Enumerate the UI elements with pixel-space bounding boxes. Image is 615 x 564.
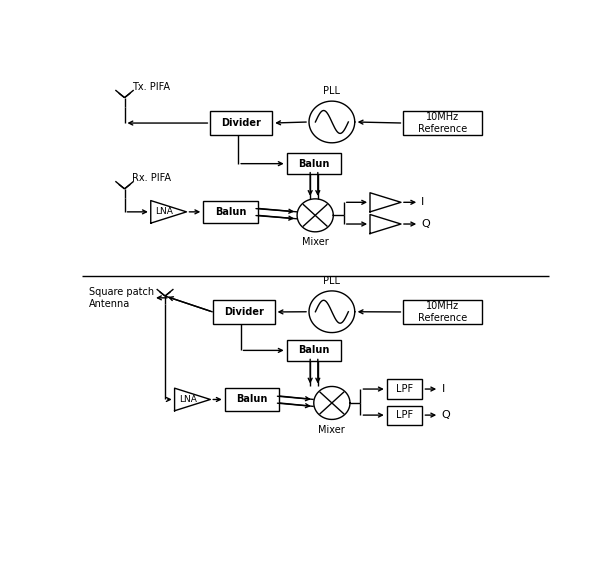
Text: LPF: LPF <box>396 410 413 420</box>
Text: Square patch
Antenna: Square patch Antenna <box>89 287 154 309</box>
Text: Tx. PIFA: Tx. PIFA <box>132 82 170 91</box>
Text: 10MHz
Reference: 10MHz Reference <box>418 301 467 323</box>
Bar <box>387 406 423 425</box>
Text: Q: Q <box>421 219 430 229</box>
Bar <box>403 111 482 135</box>
Bar <box>224 388 279 411</box>
Bar <box>387 380 423 399</box>
Text: Divider: Divider <box>221 118 261 128</box>
Bar <box>210 111 272 135</box>
Bar <box>203 201 258 223</box>
Bar <box>403 300 482 324</box>
Text: Balun: Balun <box>236 394 268 404</box>
Text: Mixer: Mixer <box>319 425 345 435</box>
Text: LNA: LNA <box>179 395 197 404</box>
Text: LNA: LNA <box>156 208 173 217</box>
Text: I: I <box>421 197 424 208</box>
Text: PLL: PLL <box>323 276 340 286</box>
Text: Balun: Balun <box>298 345 330 355</box>
Bar <box>213 300 275 324</box>
Bar <box>287 340 341 361</box>
Text: Divider: Divider <box>224 307 264 317</box>
Text: Balun: Balun <box>215 207 246 217</box>
Text: 10MHz
Reference: 10MHz Reference <box>418 112 467 134</box>
Text: PLL: PLL <box>323 86 340 96</box>
Text: LPF: LPF <box>396 384 413 394</box>
Text: Balun: Balun <box>298 158 330 169</box>
Text: Rx. PIFA: Rx. PIFA <box>132 173 171 183</box>
Text: I: I <box>442 384 445 394</box>
Text: Q: Q <box>442 410 450 420</box>
Bar <box>287 153 341 174</box>
Text: Mixer: Mixer <box>302 237 328 248</box>
